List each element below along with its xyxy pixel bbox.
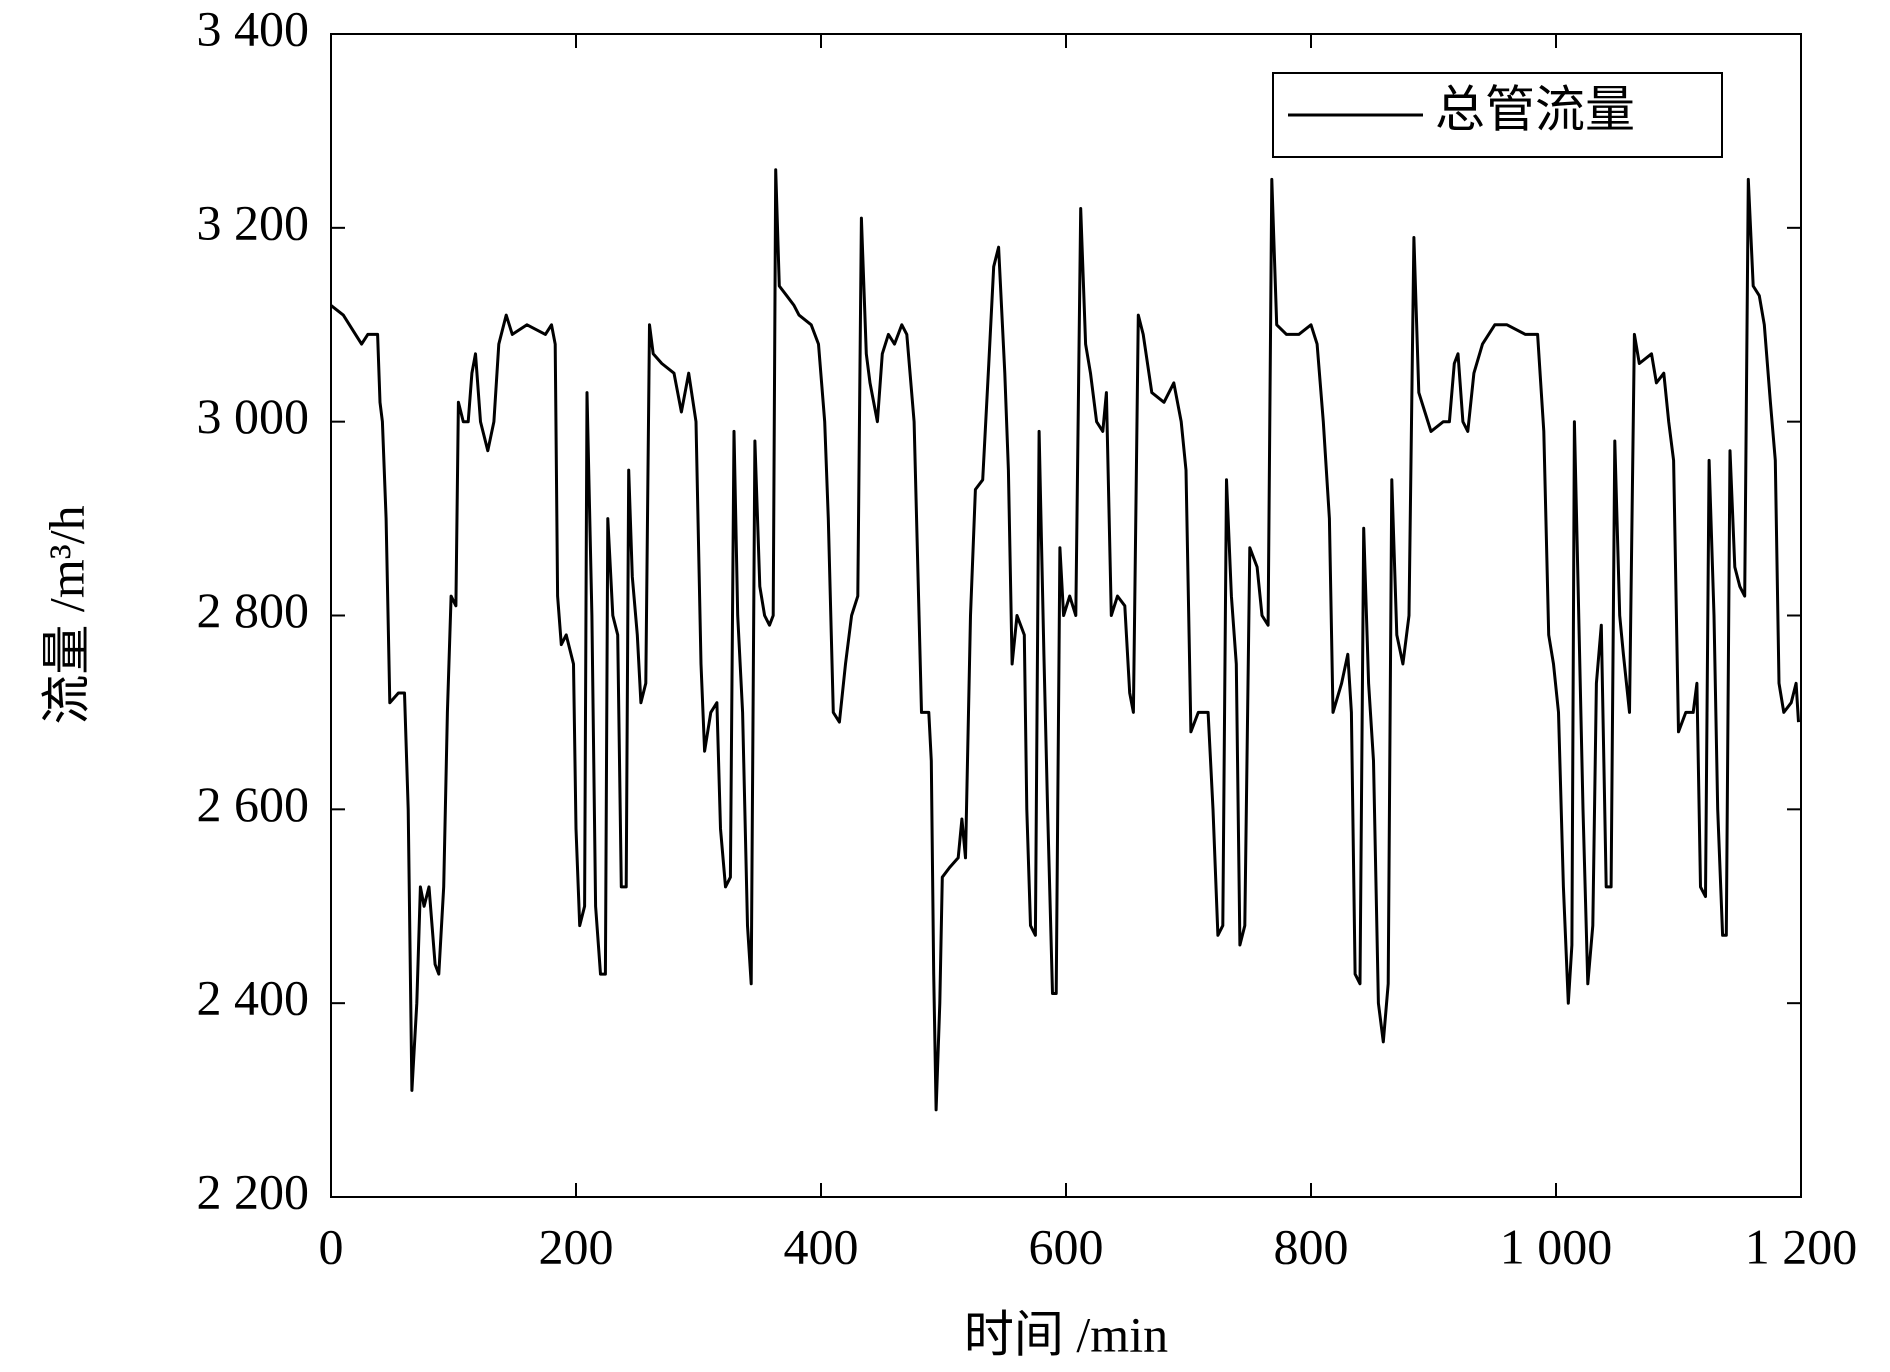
y-tick-label: 3 200 — [197, 194, 310, 250]
x-tick-label: 0 — [319, 1218, 344, 1274]
y-tick-label: 2 200 — [197, 1163, 310, 1219]
x-tick-label: 600 — [1029, 1218, 1104, 1274]
x-tick-label: 400 — [784, 1218, 859, 1274]
x-tick-label: 1 000 — [1500, 1218, 1613, 1274]
y-tick-label: 3 000 — [197, 388, 310, 444]
x-tick-label: 200 — [539, 1218, 614, 1274]
y-axis-label: 流量 /m³/h — [38, 505, 94, 724]
y-tick-label: 2 400 — [197, 970, 310, 1026]
x-axis-label: 时间 /min — [964, 1306, 1168, 1362]
x-tick-label: 800 — [1274, 1218, 1349, 1274]
series-line — [330, 168, 1800, 1112]
x-tick-label: 1 200 — [1745, 1218, 1858, 1274]
legend-label: 总管流量 — [1435, 81, 1635, 137]
y-tick-label: 3 400 — [197, 0, 310, 56]
y-tick-label: 2 600 — [197, 776, 310, 832]
plot-frame — [330, 33, 1802, 1198]
y-tick-label: 2 800 — [197, 582, 310, 638]
